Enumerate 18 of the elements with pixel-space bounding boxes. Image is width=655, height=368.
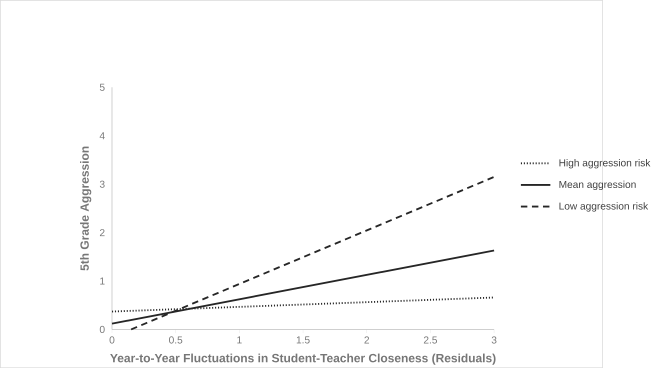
x-tick-label: 2.5 — [424, 336, 438, 344]
legend-label: Low aggression risk — [559, 202, 648, 212]
x-tick-label: 0.5 — [169, 336, 182, 344]
y-axis-title: 5th Grade Aggression — [80, 146, 92, 270]
x-tick-label: 1.5 — [296, 336, 310, 344]
x-tick-label: 2 — [364, 336, 370, 344]
x-tick-label: 3 — [492, 336, 496, 344]
y-tick-label: 4 — [100, 132, 105, 140]
y-tick-label: 2 — [100, 229, 105, 236]
x-axis-title: Year-to-Year Fluctuations in Student-Teacher Closeness (Residuals) — [110, 354, 496, 365]
y-tick-label: 0 — [100, 326, 105, 333]
y-tick-label: 5 — [100, 84, 105, 91]
legend-label: High aggression risk — [559, 158, 650, 168]
x-tick-label: 0 — [110, 336, 114, 344]
x-tick-label: 1 — [237, 336, 242, 344]
y-tick-label: 3 — [100, 180, 105, 188]
legend-label: Mean aggression — [559, 180, 636, 190]
y-tick-label: 1 — [100, 278, 105, 284]
